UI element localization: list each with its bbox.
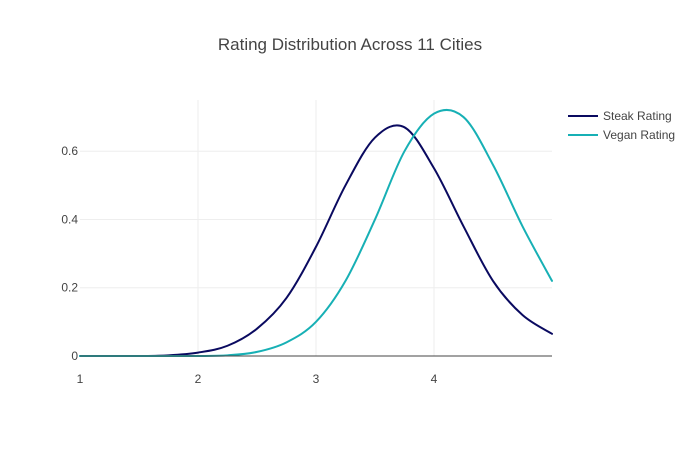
y-tick-label: 0.6: [61, 144, 78, 158]
legend-label: Steak Rating: [603, 109, 672, 123]
y-tick-label: 0.2: [61, 281, 78, 295]
x-tick-label: 2: [195, 372, 202, 386]
gridlines: [80, 100, 552, 356]
x-tick-label: 1: [77, 372, 84, 386]
x-tick-label: 3: [313, 372, 320, 386]
axes: 1 2 3 4 0 0.2 0.4 0.6: [61, 144, 552, 386]
y-tick-label: 0: [71, 349, 78, 363]
legend[interactable]: Steak Rating Vegan Rating: [568, 109, 675, 142]
x-tick-label: 4: [431, 372, 438, 386]
legend-label: Vegan Rating: [603, 128, 675, 142]
y-tick-label: 0.4: [61, 212, 78, 226]
legend-item-steak-rating[interactable]: Steak Rating: [568, 109, 672, 123]
legend-item-vegan-rating[interactable]: Vegan Rating: [568, 128, 675, 142]
chart-title: Rating Distribution Across 11 Cities: [218, 35, 482, 54]
